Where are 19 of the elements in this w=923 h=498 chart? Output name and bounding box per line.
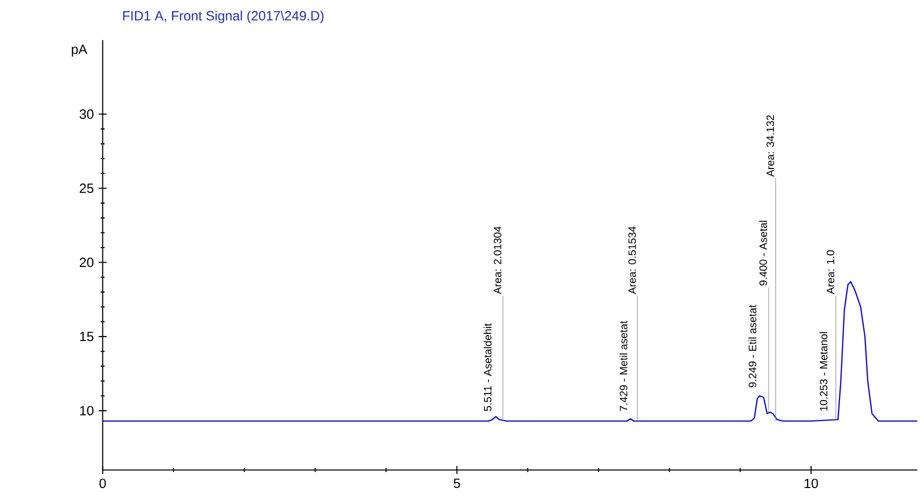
chart-title: FID1 A, Front Signal (2017\249.D) [123, 10, 324, 24]
y-tick-label: 15 [80, 332, 94, 342]
x-tick-label: 10 [804, 478, 818, 488]
y-tick-label: 25 [80, 184, 94, 193]
annotation: 5.511 - Asetaldehit [484, 323, 492, 412]
annotation: 9.400 - Asetal [759, 220, 767, 286]
x-tick-label: 5 [454, 478, 460, 488]
y-tick-label: 30 [80, 109, 94, 119]
y-tick-label: 10 [80, 406, 94, 416]
annotation: 9.249 - Etil asetat [748, 304, 756, 388]
annotation: 10.253 - Metanol [820, 332, 828, 411]
annotation: Area: 34.132 [766, 115, 774, 177]
annotation: Area: 0.51534 [628, 226, 636, 294]
x-tick-label: 0 [99, 478, 106, 488]
annotation: 7.429 - Metil asetat [620, 320, 628, 411]
annotation: Area: 1.0 [826, 250, 834, 294]
y-axis-title: pA [72, 44, 88, 57]
y-tick-label: 20 [80, 258, 94, 268]
annotation: Area: 2.01304 [494, 226, 502, 294]
